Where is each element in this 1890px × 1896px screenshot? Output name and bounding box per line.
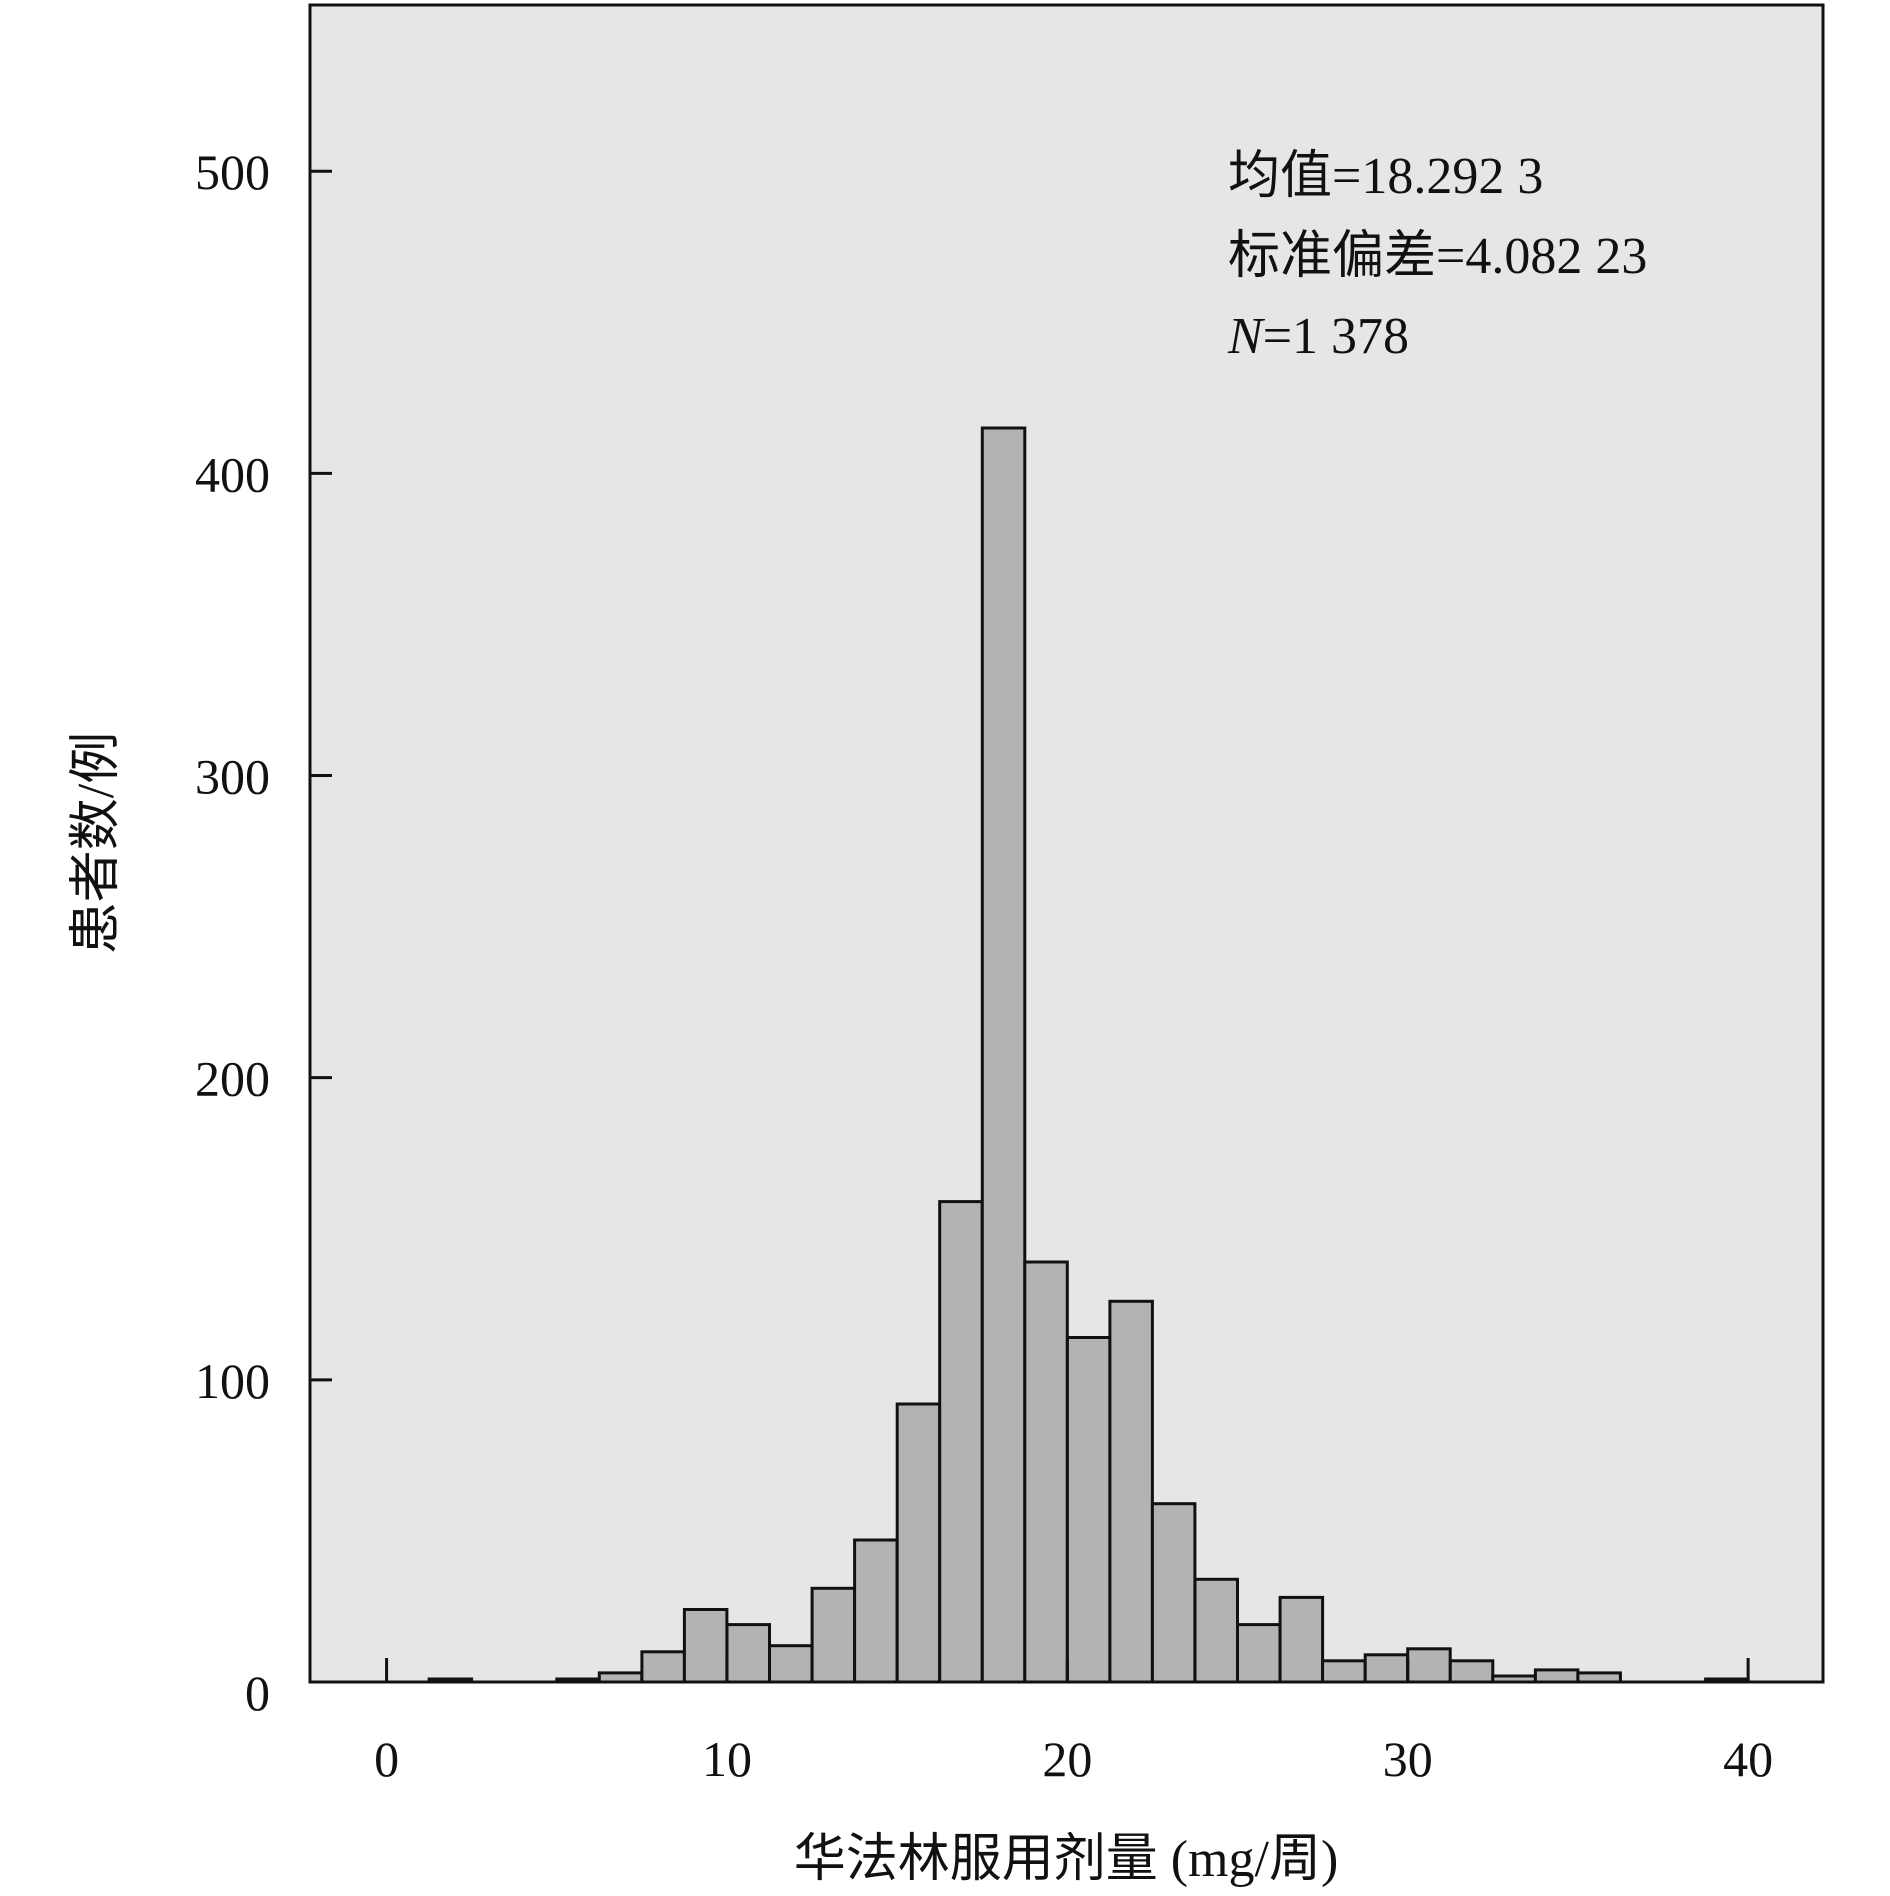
x-axis: 0 10 20 30 40 [374,1658,1773,1787]
x-tick-label: 10 [702,1731,752,1787]
x-axis-label: 华法林服用剂量 (mg/周) [794,1831,1339,1888]
annotation-mean: 均值=18.292 3 [1228,148,1543,205]
y-axis: 0 100 200 300 400 500 [195,144,332,1721]
x-tick-label: 20 [1042,1731,1092,1787]
histogram-bar [938,1200,984,1684]
histogram-bar [555,1677,601,1684]
histogram-bar [682,1608,729,1684]
histogram-bar [1704,1677,1750,1684]
annotation-n: N=1 378 [1227,308,1409,365]
histogram-bar [1108,1299,1154,1684]
y-tick-label: 100 [195,1353,270,1409]
histogram-bar [1193,1577,1239,1684]
y-tick-label: 200 [195,1051,270,1107]
x-tick-label: 40 [1723,1731,1773,1787]
histogram-bar [853,1538,899,1684]
annotation-n-symbol: N [1227,308,1266,365]
histogram-bar [1150,1502,1197,1684]
histogram-bar [1576,1671,1622,1684]
histogram-bar [1236,1623,1282,1684]
bars-group [427,426,1750,1684]
histogram-bar [1065,1336,1112,1684]
x-tick-label: 30 [1383,1731,1433,1787]
histogram-bar [1023,1260,1069,1684]
y-tick-label: 400 [195,446,270,502]
histogram-bar [980,426,1027,1684]
histogram-bar [1278,1595,1325,1684]
x-tick-label: 0 [374,1731,399,1787]
y-tick-label: 0 [245,1665,270,1721]
y-axis-label: 患者数/例 [68,732,125,954]
histogram-bar [427,1677,474,1684]
histogram-bar [895,1402,942,1684]
histogram-bar [1448,1659,1495,1684]
histogram-bar [1363,1653,1410,1684]
annotation-std: 标准偏差=4.082 23 [1228,228,1647,285]
histogram-bar [1491,1674,1537,1684]
histogram-bar [725,1623,771,1684]
annotation-n-value: =1 378 [1263,308,1409,365]
y-tick-label: 500 [195,144,270,200]
histogram-bar [768,1644,814,1684]
histogram-bar [597,1671,644,1684]
histogram-bar [810,1586,857,1684]
histogram-bar [1533,1668,1580,1684]
histogram-bar [640,1650,686,1684]
histogram-bar [1321,1659,1367,1684]
y-tick-label: 300 [195,749,270,805]
histogram-bar [1406,1647,1452,1684]
